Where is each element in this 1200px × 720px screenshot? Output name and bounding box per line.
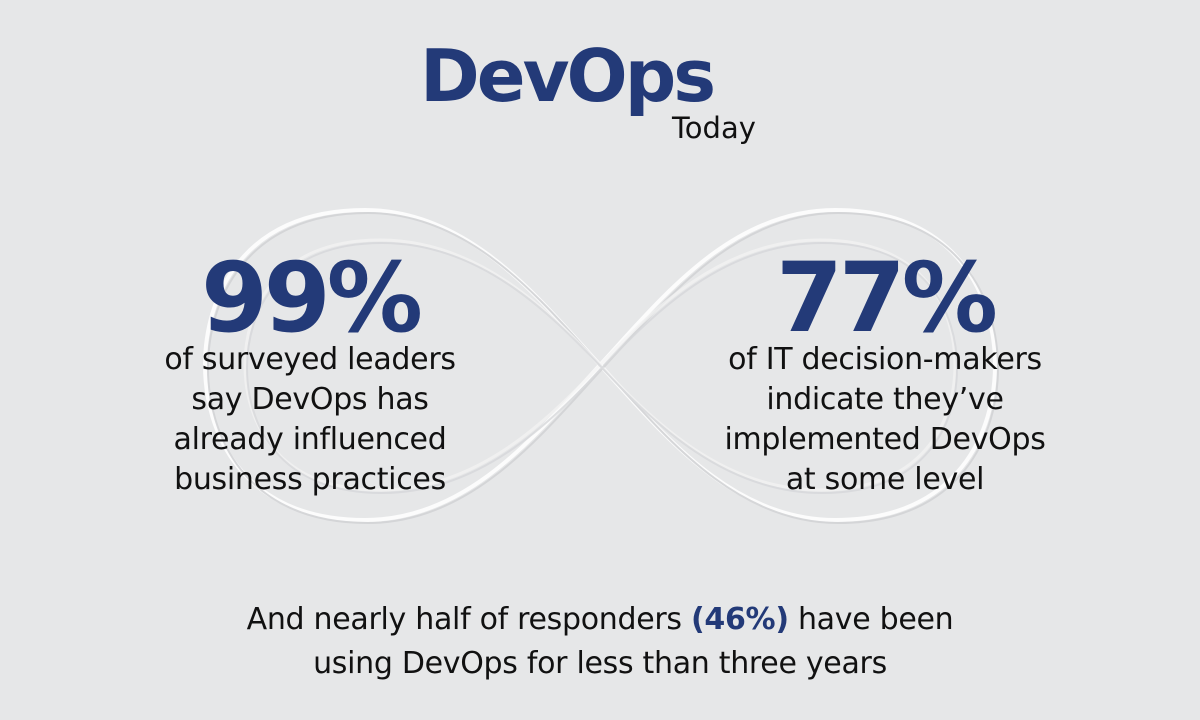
- stat-description: of IT decision-makers indicate they’ve i…: [660, 340, 1110, 500]
- stat-description: of surveyed leaders say DevOps has alrea…: [90, 340, 530, 500]
- stat-description-line: already influenced: [173, 422, 447, 457]
- logo-title: DevOps: [420, 34, 716, 118]
- stat-description-line: implemented DevOps: [724, 422, 1046, 457]
- stat-description-line: indicate they’ve: [766, 382, 1004, 417]
- footer-line: using DevOps for less than three years: [313, 646, 887, 681]
- stat-block-right: 77% of IT decision-makers indicate they’…: [660, 250, 1110, 500]
- stat-description-line: at some level: [785, 462, 985, 497]
- stat-description-line: of IT decision-makers: [728, 342, 1042, 377]
- stat-description-line: business practices: [174, 462, 446, 497]
- stat-number: 99%: [201, 242, 423, 354]
- footer-statement: And nearly half of responders (46%) have…: [0, 598, 1200, 686]
- footer-text: And nearly half of responders: [246, 602, 691, 637]
- stat-number: 77%: [776, 242, 998, 354]
- footer-highlight: (46%): [691, 602, 789, 637]
- logo: DevOps Today: [0, 40, 1200, 160]
- footer-line: And nearly half of responders (46%) have…: [0, 598, 1200, 642]
- stat-description-line: say DevOps has: [191, 382, 429, 417]
- footer-text: have been: [788, 602, 954, 637]
- stat-block-left: 99% of surveyed leaders say DevOps has a…: [90, 250, 530, 500]
- logo-subtitle: Today: [672, 111, 756, 145]
- stat-description-line: of surveyed leaders: [164, 342, 456, 377]
